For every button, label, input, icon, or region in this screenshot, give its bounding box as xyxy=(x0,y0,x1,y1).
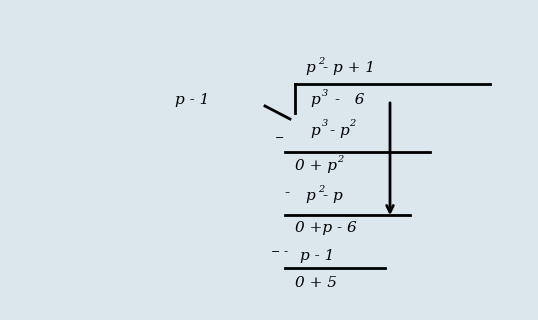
Text: p: p xyxy=(310,93,320,107)
Text: p: p xyxy=(310,124,320,138)
Text: - p + 1: - p + 1 xyxy=(323,61,375,75)
Text: p: p xyxy=(305,189,315,203)
Text: 0 + p: 0 + p xyxy=(295,159,337,173)
Text: p - 1: p - 1 xyxy=(175,93,209,107)
Text: p: p xyxy=(305,61,315,75)
Text: −: − xyxy=(275,133,285,143)
Text: 2: 2 xyxy=(318,185,324,194)
Text: -   6: - 6 xyxy=(335,93,365,107)
Text: 0 + 5: 0 + 5 xyxy=(295,276,337,290)
Text: p - 1: p - 1 xyxy=(300,249,335,263)
Text: 3: 3 xyxy=(322,119,328,129)
Text: 3: 3 xyxy=(322,89,328,98)
Text: 2: 2 xyxy=(318,57,324,66)
Text: 2: 2 xyxy=(349,119,355,129)
Text: 0 +p - 6: 0 +p - 6 xyxy=(295,221,357,235)
Text: 2: 2 xyxy=(337,155,343,164)
Text: -: - xyxy=(284,186,289,200)
Text: −: − xyxy=(271,247,281,257)
Text: - p: - p xyxy=(323,189,343,203)
Text: -: - xyxy=(284,245,288,259)
Text: - p: - p xyxy=(330,124,350,138)
